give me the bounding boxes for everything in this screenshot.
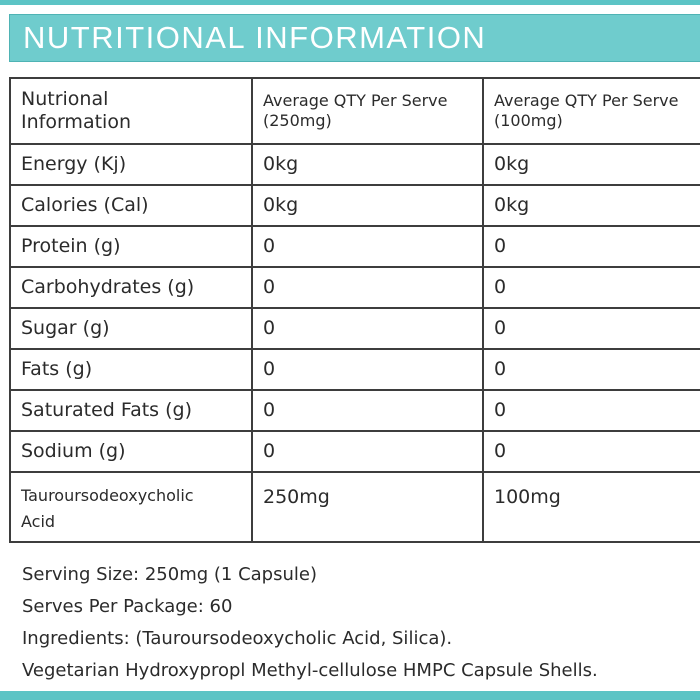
value-per-100: 0kg: [482, 143, 700, 186]
ingredients-text: Ingredients: (Tauroursodeoxycholic Acid,…: [22, 628, 453, 649]
header-cell-per-100: Average QTY Per Serve (100mg): [482, 77, 700, 145]
table-row: Saturated Fats (g) 0 0: [9, 389, 700, 432]
page-title: NUTRITIONAL INFORMATION: [23, 20, 487, 55]
header-label: Nutrional: [21, 88, 109, 110]
value-per-100: 0kg: [482, 184, 700, 227]
header-label: (100mg): [494, 111, 563, 130]
header-label: Average QTY Per Serve: [494, 91, 679, 110]
nutrient-name: Calories (Cal): [9, 184, 253, 227]
nutrient-name-line: Tauroursodeoxycholic: [21, 486, 194, 505]
value-per-250: 0: [251, 307, 484, 350]
nutrient-name: Carbohydrates (g): [9, 266, 253, 309]
value-per-100: 0: [482, 225, 700, 268]
table-row: Energy (Kj) 0kg 0kg: [9, 143, 700, 186]
table-header-row: Nutrional Information Average QTY Per Se…: [9, 77, 700, 145]
table-row: Carbohydrates (g) 0 0: [9, 266, 700, 309]
value-per-100: 100mg: [482, 471, 700, 543]
nutrient-name: Sugar (g): [9, 307, 253, 350]
nutrient-name: Energy (Kj): [9, 143, 253, 186]
table-row: Sodium (g) 0 0: [9, 430, 700, 473]
value-per-250: 0: [251, 225, 484, 268]
table-row: Protein (g) 0 0: [9, 225, 700, 268]
value-per-100: 0: [482, 389, 700, 432]
top-accent-stripe: [0, 0, 700, 5]
table-row: Tauroursodeoxycholic Acid 250mg 100mg: [9, 471, 700, 543]
value-per-100: 0: [482, 430, 700, 473]
nutrient-name: Fats (g): [9, 348, 253, 391]
value-per-250: 0kg: [251, 184, 484, 227]
bottom-accent-stripe: [0, 691, 700, 700]
header-label: (250mg): [263, 111, 332, 130]
nutrient-name-line: Acid: [21, 512, 56, 531]
value-per-250: 0: [251, 389, 484, 432]
value-per-250: 0: [251, 430, 484, 473]
header-banner: NUTRITIONAL INFORMATION: [9, 14, 700, 62]
value-per-250: 250mg: [251, 471, 484, 543]
table-row: Fats (g) 0 0: [9, 348, 700, 391]
nutrient-name: Sodium (g): [9, 430, 253, 473]
value-per-100: 0: [482, 348, 700, 391]
capsule-shell-text: Vegetarian Hydroxypropl Methyl-cellulose…: [22, 660, 598, 681]
value-per-250: 0: [251, 266, 484, 309]
nutrient-name: Protein (g): [9, 225, 253, 268]
table-row: Sugar (g) 0 0: [9, 307, 700, 350]
table-row: Calories (Cal) 0kg 0kg: [9, 184, 700, 227]
serves-per-package-text: Serves Per Package: 60: [22, 596, 233, 617]
value-per-100: 0: [482, 266, 700, 309]
footer-info: Serving Size: 250mg (1 Capsule) Serves P…: [22, 559, 692, 687]
value-per-100: 0: [482, 307, 700, 350]
serving-size-text: Serving Size: 250mg (1 Capsule): [22, 564, 317, 585]
value-per-250: 0kg: [251, 143, 484, 186]
header-cell-per-250: Average QTY Per Serve (250mg): [251, 77, 484, 145]
header-label: Average QTY Per Serve: [263, 91, 448, 110]
nutrient-name: Saturated Fats (g): [9, 389, 253, 432]
header-label: Information: [21, 111, 131, 133]
nutrition-table: Nutrional Information Average QTY Per Se…: [9, 77, 700, 543]
header-cell-nutrient: Nutrional Information: [9, 77, 253, 145]
nutrient-name: Tauroursodeoxycholic Acid: [9, 471, 253, 543]
value-per-250: 0: [251, 348, 484, 391]
